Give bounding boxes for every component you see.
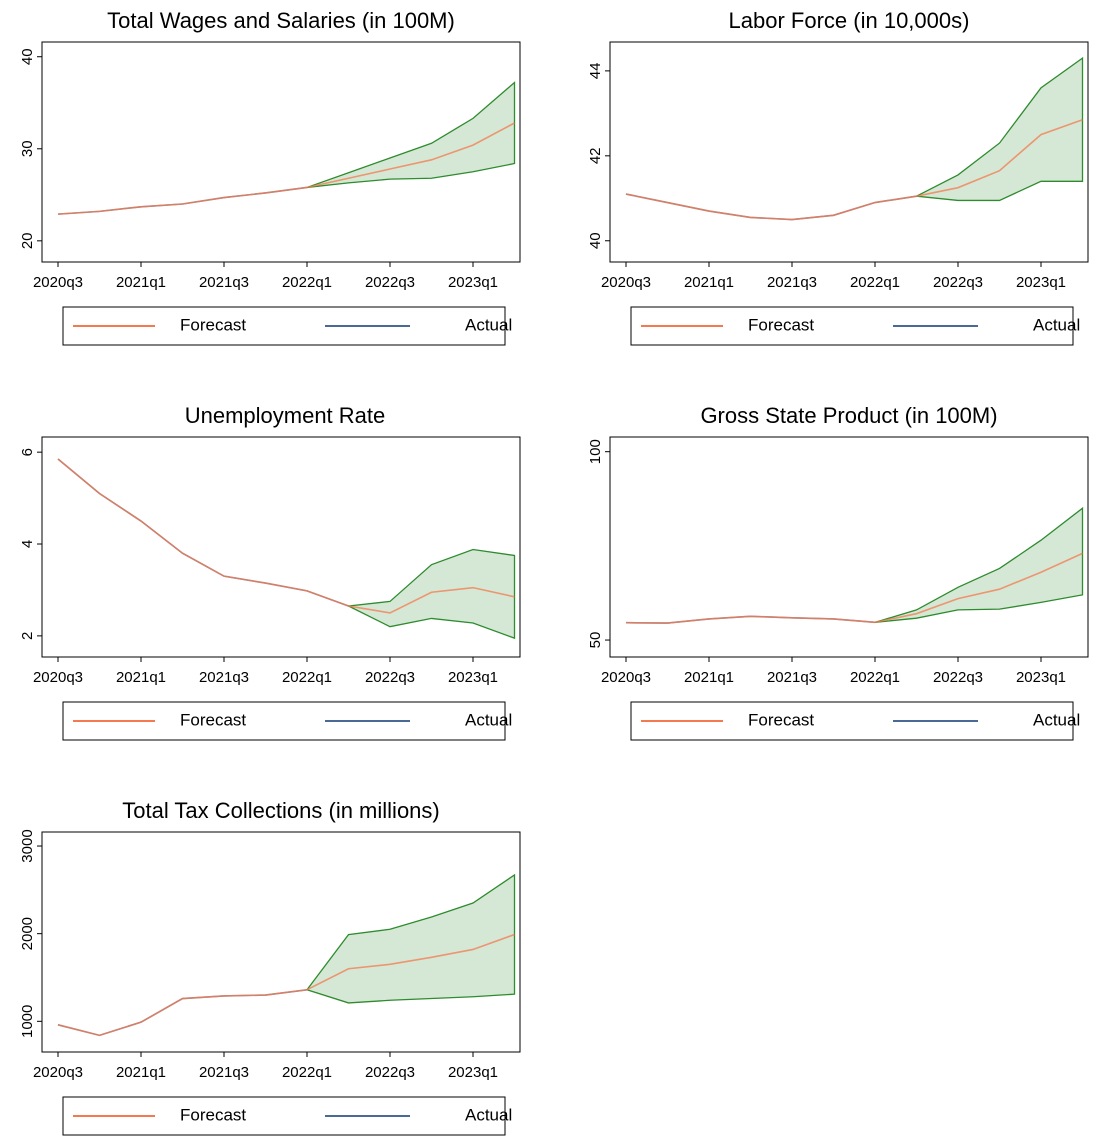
x-tick-label: 2022q1 bbox=[282, 274, 332, 291]
y-tick-label: 30 bbox=[19, 140, 36, 157]
series-line bbox=[625, 552, 1083, 624]
plot-frame bbox=[41, 436, 521, 658]
x-tick-label: 2021q3 bbox=[767, 669, 817, 686]
x-tick-label: 2021q1 bbox=[116, 274, 166, 291]
legend-label: Forecast bbox=[748, 710, 814, 729]
series-line bbox=[57, 458, 349, 607]
series-line bbox=[57, 122, 515, 215]
y-tick-label: 40 bbox=[587, 232, 604, 249]
y-tick-label: 3000 bbox=[19, 829, 36, 862]
y-tick-label: 100 bbox=[587, 439, 604, 464]
x-tick-label: 2023q1 bbox=[448, 274, 498, 291]
legend-label: Actual bbox=[1033, 710, 1080, 729]
series-line bbox=[625, 193, 917, 221]
x-tick-label: 2021q3 bbox=[199, 669, 249, 686]
chart-title: Total Tax Collections (in millions) bbox=[122, 798, 440, 823]
x-tick-label: 2022q1 bbox=[282, 669, 332, 686]
legend-box bbox=[62, 1096, 506, 1136]
chart-title: Gross State Product (in 100M) bbox=[700, 403, 997, 428]
y-tick-label: 4 bbox=[19, 540, 36, 548]
x-tick-label: 2021q1 bbox=[116, 1064, 166, 1081]
forecast-band bbox=[305, 873, 516, 1004]
x-tick-label: 2023q1 bbox=[448, 669, 498, 686]
x-tick-label: 2021q1 bbox=[684, 669, 734, 686]
x-tick-label: 2020q3 bbox=[33, 1064, 83, 1081]
x-tick-label: 2020q3 bbox=[601, 669, 651, 686]
legend-label: Actual bbox=[465, 1105, 512, 1124]
x-tick-label: 2021q3 bbox=[767, 274, 817, 291]
legend-label: Forecast bbox=[180, 315, 246, 334]
forecast-band bbox=[346, 548, 516, 640]
x-tick-label: 2022q3 bbox=[365, 1064, 415, 1081]
x-tick-label: 2022q3 bbox=[365, 274, 415, 291]
x-tick-label: 2022q3 bbox=[365, 669, 415, 686]
forecast-band bbox=[914, 56, 1084, 202]
x-tick-label: 2020q3 bbox=[33, 274, 83, 291]
plot-frame bbox=[609, 41, 1089, 263]
series-line bbox=[625, 118, 1083, 221]
legend-label: Actual bbox=[465, 710, 512, 729]
chart-title: Unemployment Rate bbox=[185, 403, 386, 428]
y-tick-label: 40 bbox=[19, 48, 36, 65]
x-tick-label: 2021q1 bbox=[116, 669, 166, 686]
y-tick-label: 42 bbox=[587, 147, 604, 164]
x-tick-label: 2023q1 bbox=[1016, 274, 1066, 291]
x-tick-label: 2023q1 bbox=[448, 1064, 498, 1081]
legend-label: Actual bbox=[1033, 315, 1080, 334]
y-tick-label: 44 bbox=[587, 63, 604, 80]
y-tick-label: 2000 bbox=[19, 917, 36, 950]
y-tick-label: 50 bbox=[587, 632, 604, 649]
legend-label: Forecast bbox=[748, 315, 814, 334]
series-line bbox=[57, 186, 308, 215]
x-tick-label: 2021q3 bbox=[199, 274, 249, 291]
x-tick-label: 2020q3 bbox=[601, 274, 651, 291]
plot-frame bbox=[41, 41, 521, 263]
x-tick-label: 2023q1 bbox=[1016, 669, 1066, 686]
y-tick-label: 1000 bbox=[19, 1005, 36, 1038]
plot-frame bbox=[609, 436, 1089, 658]
x-tick-label: 2022q3 bbox=[933, 669, 983, 686]
series-line bbox=[57, 458, 515, 614]
x-tick-label: 2022q1 bbox=[282, 1064, 332, 1081]
x-tick-label: 2022q1 bbox=[850, 274, 900, 291]
forecast-band bbox=[306, 81, 516, 189]
legend-label: Actual bbox=[465, 315, 512, 334]
x-tick-label: 2021q3 bbox=[199, 1064, 249, 1081]
chart-title: Labor Force (in 10,000s) bbox=[729, 8, 970, 33]
x-tick-label: 2020q3 bbox=[33, 669, 83, 686]
x-tick-label: 2021q1 bbox=[684, 274, 734, 291]
legend-label: Forecast bbox=[180, 1105, 246, 1124]
y-tick-label: 6 bbox=[19, 448, 36, 456]
chart-title: Total Wages and Salaries (in 100M) bbox=[107, 8, 455, 33]
series-line bbox=[57, 933, 515, 1037]
x-tick-label: 2022q3 bbox=[933, 274, 983, 291]
plot-frame bbox=[41, 831, 521, 1053]
y-tick-label: 20 bbox=[19, 232, 36, 249]
legend-label: Forecast bbox=[180, 710, 246, 729]
x-tick-label: 2022q1 bbox=[850, 669, 900, 686]
forecast-band bbox=[874, 506, 1084, 623]
series-line bbox=[57, 988, 308, 1037]
y-tick-label: 2 bbox=[19, 632, 36, 640]
